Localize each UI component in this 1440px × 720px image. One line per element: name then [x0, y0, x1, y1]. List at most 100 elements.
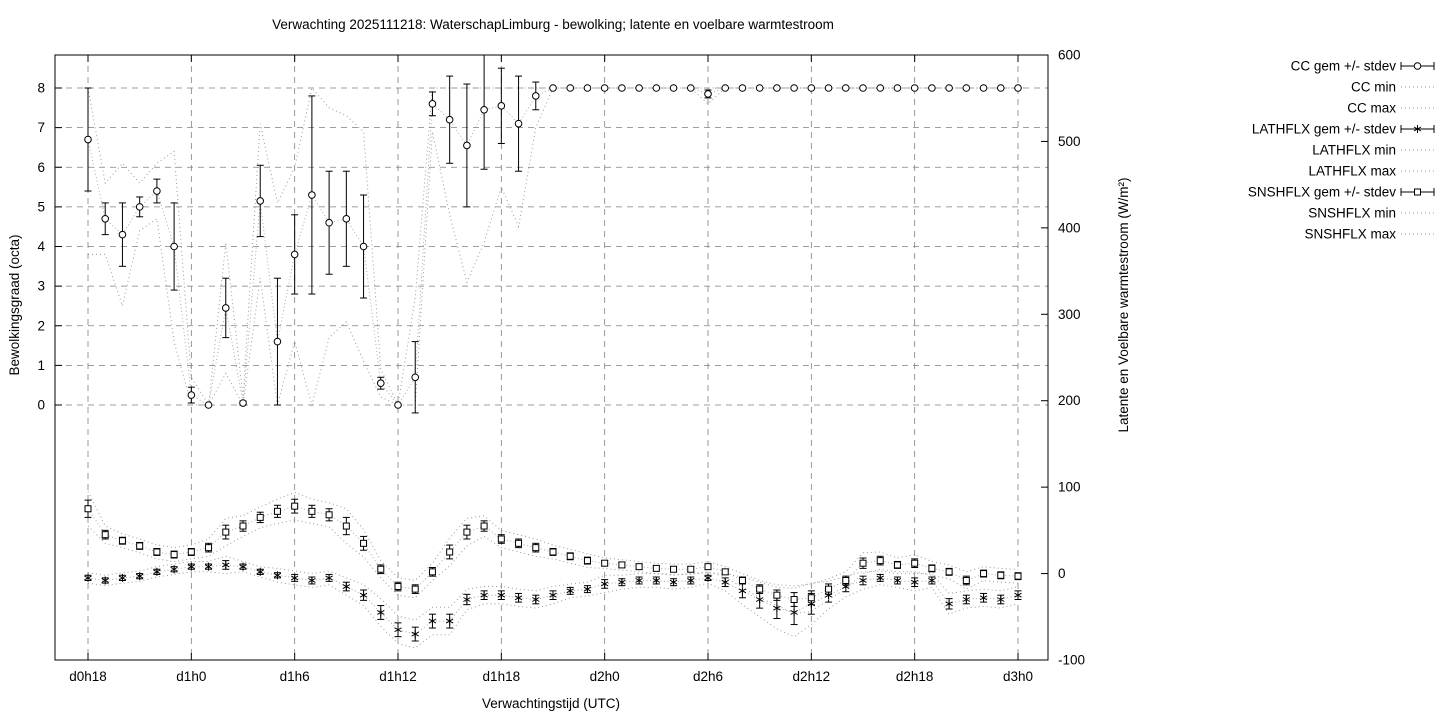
square-marker [1414, 188, 1421, 196]
circle-marker [928, 84, 936, 92]
left-tick-label: 6 [37, 160, 45, 175]
star-marker [290, 573, 299, 582]
square-marker [256, 513, 264, 521]
square-marker [205, 544, 213, 552]
left-tick-label: 8 [37, 81, 45, 96]
circle-marker [566, 84, 575, 92]
right-axis-title: Latente en Voelbare warmtestroom (W/m²) [1116, 177, 1131, 432]
star-marker [876, 573, 884, 582]
line-element [480, 592, 488, 598]
line-element [135, 573, 144, 579]
star-marker [790, 608, 798, 617]
star-marker [704, 573, 712, 582]
line-element [618, 579, 626, 585]
left-tick-label: 1 [37, 358, 45, 373]
square-marker [291, 502, 299, 510]
square-marker [153, 548, 161, 556]
line-element [1014, 592, 1022, 598]
star-marker [773, 604, 781, 613]
star-marker [445, 617, 454, 626]
line-element [635, 578, 643, 583]
line-element [652, 578, 661, 583]
star-marker [239, 562, 247, 571]
line-element [394, 627, 402, 633]
line-element [411, 631, 419, 637]
circle-marker [652, 84, 661, 92]
star-marker [997, 595, 1005, 604]
square-marker [618, 561, 626, 569]
circle-marker [463, 141, 471, 150]
x-tick-label: d2h12 [793, 669, 831, 684]
star-marker [600, 579, 609, 588]
left-axis-title: Bewolkingsgraad (octa) [7, 234, 22, 375]
right-tick-label: 400 [1058, 220, 1081, 235]
line-element [583, 586, 592, 592]
left-tick-label: 4 [37, 239, 45, 254]
lathflx-min-line [87, 571, 1019, 649]
legend-sample-errorbar [1400, 125, 1435, 133]
square-marker [446, 548, 454, 556]
star-marker [480, 591, 488, 600]
star-marker [962, 595, 971, 604]
star-marker [222, 560, 230, 569]
square-marker [893, 561, 901, 569]
star-marker [583, 585, 592, 594]
square-marker [187, 548, 195, 556]
square-marker [377, 565, 385, 573]
line-element [514, 595, 523, 601]
line-element [359, 592, 368, 598]
square-marker [635, 563, 643, 571]
circle-marker [600, 84, 609, 92]
star-marker [411, 630, 419, 639]
line-element [549, 592, 557, 598]
star-marker [532, 595, 540, 604]
square-marker [515, 539, 523, 547]
square-marker [342, 522, 350, 530]
circle-marker [239, 399, 247, 407]
square-marker [738, 576, 746, 584]
line-element [600, 581, 609, 587]
square-marker [911, 559, 919, 567]
circle-marker [1014, 84, 1022, 92]
circle-marker [704, 90, 712, 98]
star-marker [652, 576, 661, 585]
line-element [669, 579, 678, 585]
square-marker [652, 564, 660, 572]
square-marker [101, 531, 109, 539]
square-marker [428, 568, 436, 576]
line-element [738, 588, 747, 594]
circle-marker [170, 242, 178, 251]
square-marker [980, 570, 988, 578]
circle-marker [514, 119, 523, 128]
circle-marker [480, 105, 488, 114]
right-tick-label: 200 [1058, 393, 1081, 408]
line-element [377, 610, 385, 615]
x-tick-label: d1h0 [176, 669, 206, 684]
legend-label: LATHFLX min [1312, 143, 1396, 158]
circle-marker [394, 401, 402, 409]
square-marker [876, 557, 884, 565]
circle-marker [497, 102, 506, 110]
circle-marker [290, 250, 299, 259]
circle-marker [910, 84, 919, 92]
axes: 0 1 2 3 4 5 6 7 8 600 500 400 300 200 100 0 -100 d0h18 d1h… [37, 48, 1085, 685]
line-element [239, 564, 247, 570]
line-element [893, 578, 902, 583]
line-element [342, 584, 351, 589]
square-marker [463, 528, 471, 536]
star-marker [859, 576, 867, 585]
square-marker [825, 585, 833, 593]
circle-marker [1413, 62, 1422, 70]
circle-marker [411, 373, 420, 382]
circle-marker [583, 84, 592, 92]
square-marker [84, 505, 92, 513]
square-marker [704, 563, 712, 571]
square-marker [962, 576, 970, 584]
square-marker [118, 537, 126, 545]
star-marker [721, 578, 729, 587]
legend-sample-errorbar [1400, 62, 1435, 70]
circle-marker [445, 115, 454, 124]
square-marker [859, 559, 867, 567]
legend: CC gem +/- stdev CC min CC max LATHFLX gem … [1248, 59, 1435, 242]
circle-marker [221, 304, 230, 312]
